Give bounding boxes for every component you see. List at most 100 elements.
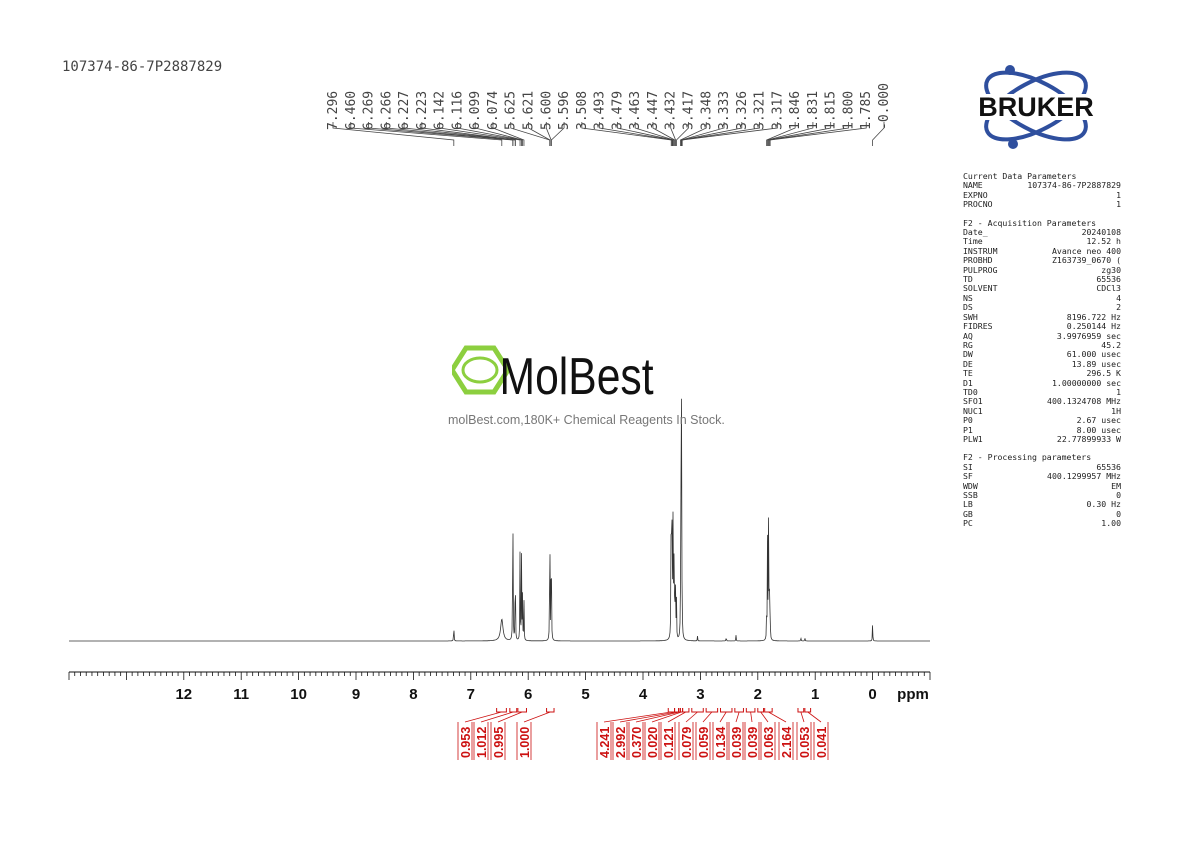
peak-shift-label: 6.227 — [397, 91, 412, 130]
integral-connector — [497, 711, 523, 723]
peak-connector — [767, 122, 814, 146]
param-key: NAME — [963, 180, 983, 191]
integral-bracket — [628, 722, 644, 760]
bruker-logo-text: BRUKER — [978, 92, 1094, 122]
integral-range — [682, 708, 690, 713]
param-row: SF 400.1299957 MHz — [963, 471, 1121, 482]
integral-value: 0.039 — [730, 727, 744, 758]
param-row: TD0 1 — [963, 386, 1121, 397]
peak-shift-label: 3.432 — [664, 91, 679, 130]
peak-connector — [766, 122, 796, 146]
param-row: GB 0 — [963, 509, 1121, 519]
molbest-logo-text: MolBest — [500, 348, 654, 402]
peak-connector — [457, 122, 522, 146]
integral-bracket — [644, 722, 660, 760]
integral-connector — [807, 711, 822, 723]
integral-connector — [619, 711, 677, 723]
param-value: 0 — [1116, 490, 1121, 500]
sample-id: 107374-86-7P2887829 — [62, 59, 223, 75]
integral-connector — [685, 711, 698, 723]
param-value: 1 — [1116, 189, 1121, 200]
integral-value: 0.079 — [680, 727, 694, 758]
peak-shift-label: 7.296 — [326, 91, 341, 130]
param-value: zg30 — [1101, 264, 1121, 275]
acquisition-params-title: F2 - Acquisition Parameters — [963, 217, 1097, 228]
param-value: Avance neo 400 — [1051, 245, 1121, 256]
param-value: 12.52 h — [1086, 236, 1121, 247]
acquisition-parameters-panel: Current Data Parameters NAME 107374-86-7P… — [963, 171, 1121, 529]
param-row: Time 12.52 h — [963, 236, 1121, 247]
integral-bracket — [612, 722, 628, 760]
integral-connector — [603, 711, 672, 723]
x-axis: 12 11 10 9 8 7 6 5 4 3 2 1 0 — [68, 671, 931, 703]
integral-range — [667, 708, 676, 713]
integral-value: 0.134 — [714, 727, 728, 758]
integral-range — [509, 708, 518, 713]
peak-shift-label: 3.417 — [681, 91, 696, 130]
param-value: CDCl3 — [1096, 283, 1121, 294]
param-row: SSB 0 — [963, 490, 1121, 500]
param-key: SI — [963, 461, 973, 472]
peak-connector — [421, 122, 516, 146]
param-key: SOLVENT — [963, 283, 998, 294]
integral-connector — [735, 711, 740, 723]
param-key: PC — [963, 518, 973, 529]
x-tick-label: 6 — [524, 686, 532, 703]
param-value: 400.1324708 MHz — [1047, 396, 1121, 407]
integral-bracket — [516, 722, 532, 760]
x-tick-label: 11 — [233, 686, 249, 703]
param-row: LB 0.30 Hz — [963, 499, 1121, 510]
param-key: DS — [963, 302, 973, 313]
x-tick-label: 2 — [754, 686, 762, 703]
peak-connector — [768, 122, 849, 146]
param-key: P1 — [963, 424, 973, 435]
integral-range — [764, 708, 773, 713]
peak-shift-label: 6.269 — [362, 91, 377, 130]
param-value: 3.9976959 sec — [1056, 330, 1121, 341]
x-tick-label: 0 — [868, 686, 876, 703]
param-value: 8196.722 Hz — [1066, 311, 1121, 322]
param-key: PLW1 — [963, 433, 983, 444]
integral-bracket — [728, 722, 744, 760]
param-key: SF — [963, 471, 973, 482]
param-value: 1.00 — [1101, 518, 1121, 529]
param-value: 1.00000000 sec — [1051, 377, 1121, 388]
integral-value: 0.020 — [646, 727, 660, 758]
peak-connector — [680, 122, 725, 146]
peak-shift-label: 3.317 — [770, 91, 785, 130]
param-row: FIDRES 0.250144 Hz — [963, 321, 1121, 332]
param-value: 0.30 Hz — [1086, 499, 1121, 510]
integral-range — [719, 708, 733, 713]
param-value: 1 — [1116, 199, 1121, 210]
integral-value: 0.063 — [762, 727, 776, 758]
integral-connector — [750, 711, 753, 723]
param-key: FIDRES — [963, 321, 993, 332]
param-row: WDW EM — [963, 481, 1121, 491]
atom-dot-icon — [1008, 139, 1018, 149]
peak-shift-label: -0.000 — [877, 83, 892, 130]
peak-connector — [439, 122, 521, 146]
param-value: 1H — [1111, 405, 1121, 416]
peak-connector — [350, 122, 503, 146]
peak-connector — [670, 122, 677, 146]
integral-range — [517, 708, 527, 713]
integral-connector — [719, 711, 727, 723]
param-value: 0.250144 Hz — [1066, 321, 1121, 332]
integral-bracket — [760, 722, 776, 760]
param-key: DE — [963, 358, 973, 369]
param-row: Date_ 20240108 — [963, 227, 1121, 237]
integral-range — [691, 708, 704, 713]
integral-range — [734, 708, 744, 713]
peak-connector — [332, 122, 455, 146]
x-tick-label: 5 — [581, 686, 589, 703]
integral-bracket — [473, 722, 489, 760]
integral-value: 4.241 — [598, 727, 612, 758]
param-row: TE 296.5 K — [963, 368, 1121, 378]
integral-value: 1.000 — [518, 727, 532, 758]
spectrum-trace — [69, 398, 930, 642]
param-key: TD0 — [963, 386, 978, 397]
param-key: D1 — [963, 377, 973, 388]
param-row: NAME 107374-86-7P2887829 — [963, 180, 1121, 191]
peak-shift-label: 5.621 — [522, 91, 537, 130]
x-tick-label: 8 — [409, 686, 417, 703]
